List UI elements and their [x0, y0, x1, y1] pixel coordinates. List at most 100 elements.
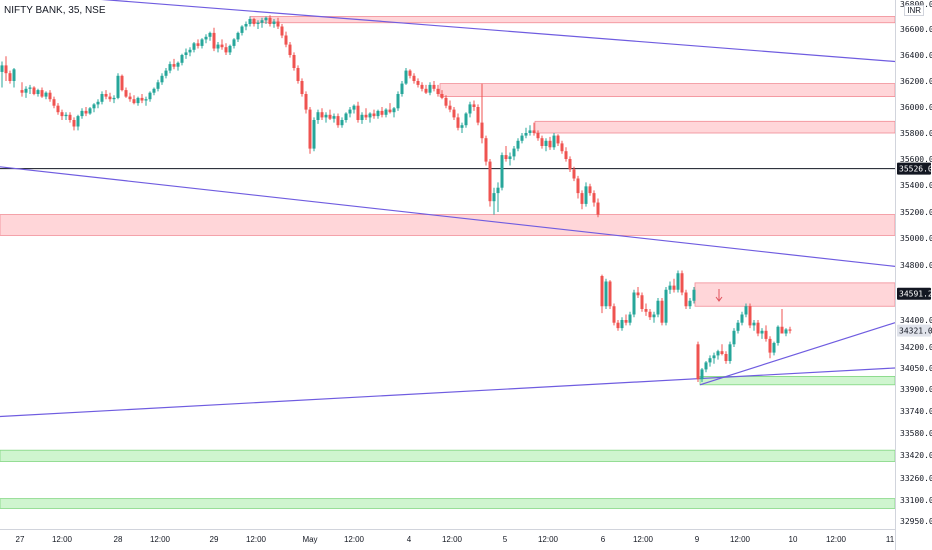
candle-body	[776, 326, 780, 343]
candle-body	[636, 292, 640, 296]
candle-body	[640, 295, 644, 309]
candle-body	[216, 44, 220, 49]
candle-body	[592, 193, 596, 203]
candle-body	[684, 292, 688, 307]
candle-body	[620, 320, 624, 329]
price-tag-label: 35526.00	[899, 165, 932, 174]
candle-body	[344, 113, 348, 120]
time-tick-label: 27	[16, 535, 25, 544]
candle-body	[724, 354, 728, 361]
candle-body	[320, 112, 324, 118]
price-tick-label: 35800.00	[900, 129, 932, 138]
candle-body	[584, 186, 588, 204]
candle-body	[424, 88, 428, 93]
candle-body	[32, 87, 36, 94]
price-tick-label: 33420.00	[900, 451, 932, 460]
candle-body	[220, 44, 224, 48]
candle-body	[456, 117, 460, 128]
candle-body	[336, 116, 340, 126]
candle-body	[768, 338, 772, 353]
candle-body	[428, 84, 432, 93]
resistance-zone-2	[534, 120, 896, 134]
price-axis[interactable]: 36800.00 36600.00 36400.00 36200.00 36000.00…	[900, 0, 932, 526]
candle-body	[520, 135, 524, 141]
candle-body	[516, 140, 520, 149]
candle-body	[232, 39, 236, 46]
candle-body	[272, 21, 276, 24]
resistance-zone-0	[249, 16, 896, 24]
price-tick-label: 33260.00	[900, 474, 932, 483]
candle-body	[676, 273, 680, 290]
candle-body	[624, 320, 628, 323]
candle-body	[656, 300, 660, 315]
candle-body	[396, 94, 400, 109]
time-tick-label: 4	[407, 535, 412, 544]
candle-body	[236, 32, 240, 40]
candle-body	[164, 70, 168, 76]
price-tick-label: 35200.00	[900, 208, 932, 217]
price-tags: 35526.00 34591.20 34321.05	[897, 162, 932, 337]
candle-body	[188, 49, 192, 53]
candle-body	[208, 32, 212, 37]
candle-body	[392, 108, 396, 113]
candle-body	[544, 140, 548, 146]
candle-body	[436, 88, 440, 94]
candle-body	[28, 87, 32, 89]
candle-body	[784, 329, 788, 334]
candle-body	[96, 101, 100, 105]
trendline-1	[0, 166, 896, 267]
time-tick-label: 10	[789, 535, 798, 544]
price-tick-label: 36600.00	[900, 25, 932, 34]
candle-body	[244, 24, 248, 27]
candle-body	[576, 178, 580, 194]
currency-badge[interactable]: INR	[904, 5, 924, 16]
time-tick-label: 12:00	[730, 535, 751, 544]
candle-body	[744, 306, 748, 315]
zones-layer	[0, 16, 896, 509]
time-tick-label: 6	[601, 535, 606, 544]
price-tick-label: 36400.00	[900, 51, 932, 60]
candle-body	[572, 169, 576, 179]
candle-body	[132, 99, 136, 104]
candle-body	[312, 120, 316, 149]
candle-body	[68, 114, 72, 120]
time-axis[interactable]: 27 12:00 28 12:00 29 12:00 May 12:00 4 12:00 5 12:0…	[16, 535, 895, 544]
price-tag-label: 34591.20	[899, 290, 932, 299]
candle-body	[696, 344, 700, 380]
candle-body	[92, 104, 96, 109]
candle-body	[664, 289, 668, 323]
candle-body	[380, 110, 384, 115]
resistance-zone-3	[0, 214, 896, 236]
candle-body	[128, 96, 132, 100]
candle-body	[100, 94, 104, 102]
candle-body	[688, 300, 692, 307]
price-tick-label: 34400.00	[900, 316, 932, 325]
candle-body	[736, 322, 740, 331]
candle-body	[148, 92, 152, 100]
candle-body	[20, 90, 24, 93]
candle-body	[376, 110, 380, 117]
price-tick-label: 33740.00	[900, 407, 932, 416]
candle-body	[12, 69, 16, 81]
time-tick-label: 12:00	[442, 535, 463, 544]
support-zone-6	[0, 449, 896, 462]
candle-body	[296, 68, 300, 81]
candle-body	[152, 88, 156, 93]
candle-body	[160, 75, 164, 83]
candle-body	[340, 120, 344, 126]
candle-body	[356, 105, 360, 120]
candle-body	[84, 110, 88, 114]
candle-body	[708, 358, 712, 363]
candle-body	[492, 193, 496, 202]
candle-body	[564, 151, 568, 159]
candle-body	[200, 39, 204, 46]
candle-body	[752, 322, 756, 326]
candle-body	[348, 109, 352, 114]
candle-body	[136, 97, 140, 104]
time-tick-label: 12:00	[826, 535, 847, 544]
candle-body	[632, 292, 636, 315]
time-tick-label: 12:00	[150, 535, 171, 544]
candle-body	[280, 26, 284, 36]
candles-layer	[0, 15, 792, 382]
